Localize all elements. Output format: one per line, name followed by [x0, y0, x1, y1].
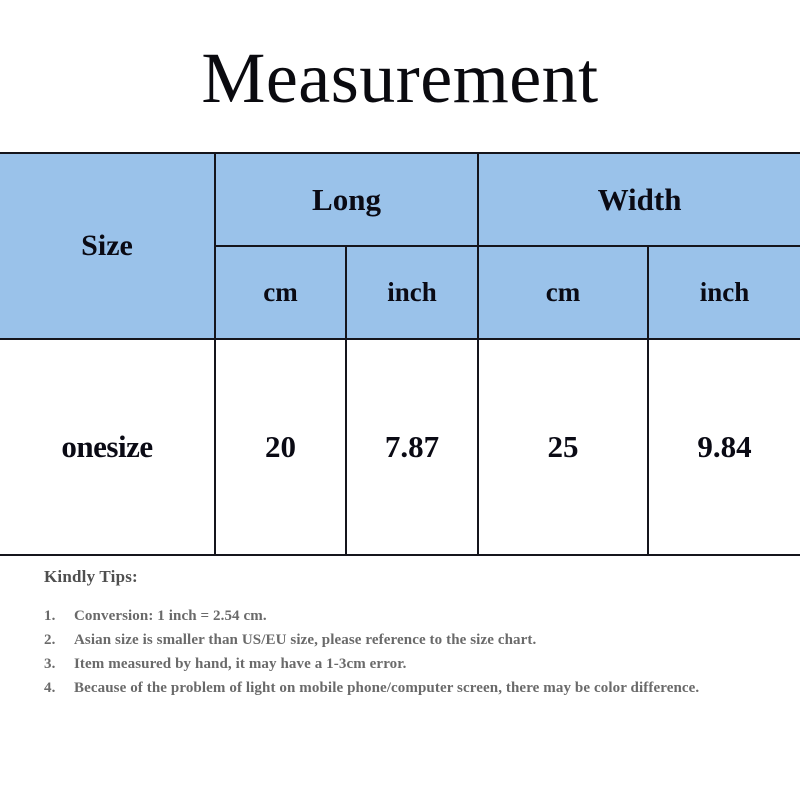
- list-item: 2. Asian size is smaller than US/EU size…: [44, 628, 756, 652]
- column-header-long: Long: [213, 152, 480, 247]
- column-header-long-cm: cm: [215, 245, 347, 340]
- column-header-width-cm: cm: [477, 245, 650, 340]
- list-item: 3. Item measured by hand, it may have a …: [44, 652, 756, 676]
- table-body: onesize 20 7.87 25 9.84: [0, 338, 800, 556]
- table-header-row-units: cm inch cm inch: [0, 245, 800, 340]
- list-item-text: Asian size is smaller than US/EU size, p…: [74, 632, 537, 648]
- list-item-text: Because of the problem of light on mobil…: [74, 680, 700, 696]
- column-header-size: Size: [0, 152, 216, 340]
- page-title: Measurement: [201, 38, 599, 118]
- list-item-number: 2.: [44, 632, 56, 648]
- kindly-tips-list: 1. Conversion: 1 inch = 2.54 cm. 2. Asia…: [44, 604, 756, 700]
- column-header-width: Width: [477, 152, 800, 247]
- list-item: 4. Because of the problem of light on mo…: [44, 676, 756, 700]
- cell-width-inch: 9.84: [647, 338, 800, 556]
- cell-width-cm: 25: [477, 338, 650, 556]
- list-item-number: 3.: [44, 656, 56, 672]
- table-header: Size Long Width cm inch cm inch: [0, 152, 800, 340]
- cell-size: onesize: [0, 338, 216, 556]
- kindly-tips-heading: Kindly Tips:: [44, 567, 138, 586]
- kindly-tips-section: Kindly Tips: 1. Conversion: 1 inch = 2.5…: [44, 566, 756, 700]
- list-item-number: 1.: [44, 608, 56, 624]
- list-item: 1. Conversion: 1 inch = 2.54 cm.: [44, 604, 756, 628]
- cell-long-cm: 20: [214, 338, 347, 556]
- column-header-long-inch: inch: [344, 245, 480, 340]
- list-item-number: 4.: [44, 680, 56, 696]
- cell-long-inch: 7.87: [344, 338, 480, 556]
- column-header-width-inch: inch: [647, 245, 800, 340]
- list-item-text: Conversion: 1 inch = 2.54 cm.: [74, 608, 267, 624]
- table-header-row-groups: Size Long Width: [0, 152, 800, 340]
- table-row: onesize 20 7.87 25 9.84: [0, 338, 800, 556]
- list-item-text: Item measured by hand, it may have a 1-3…: [74, 656, 407, 672]
- measurement-table-container: Size Long Width cm inch cm inch onesize …: [0, 152, 800, 556]
- measurement-table: Size Long Width cm inch cm inch onesize …: [0, 152, 800, 556]
